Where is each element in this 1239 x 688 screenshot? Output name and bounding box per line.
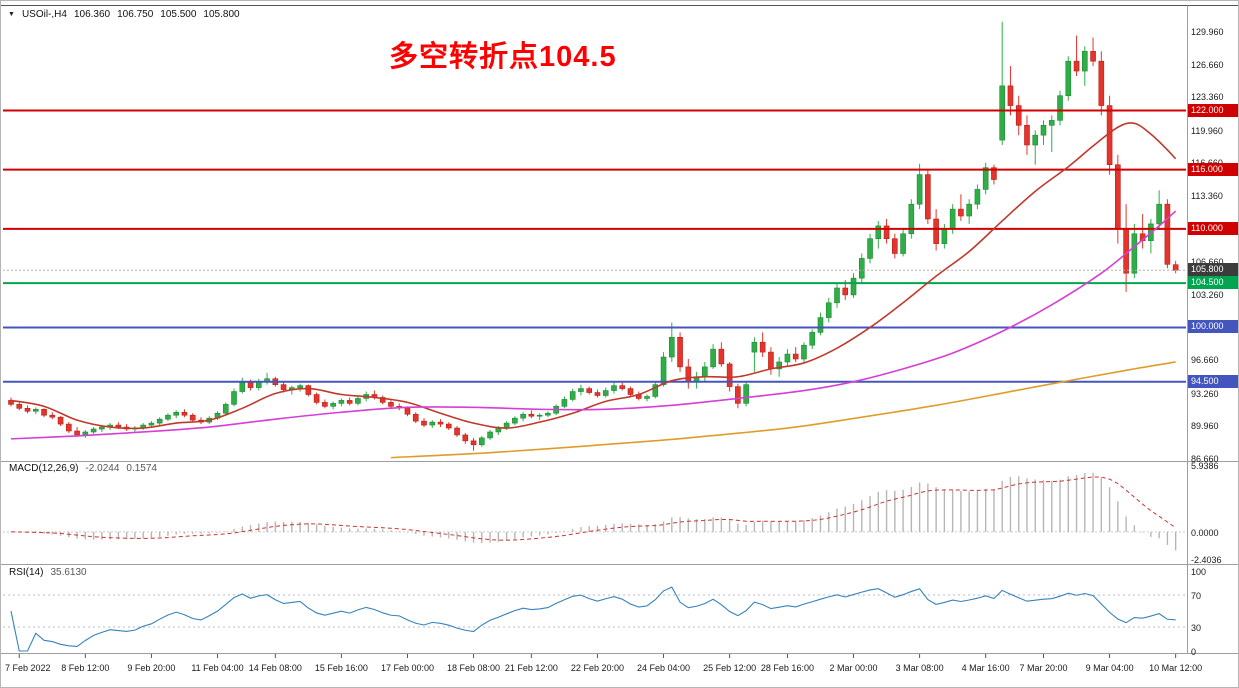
ohlc-low: 105.500 [160,9,197,20]
symbol-ohlc-header: ▼ USOil-,H4 106.360 106.750 105.500 105.… [8,9,240,20]
rsi-line [10,586,1176,652]
ohlc-open: 106.360 [73,9,111,20]
rsi-value: 35.6130 [50,567,87,578]
ohlc-high: 106.750 [117,9,154,20]
chart-expand-icon[interactable]: ▼ [8,10,15,18]
ma-medium-magenta [10,210,1177,440]
macd-signal-value: 0.1574 [126,463,157,474]
macd-indicator-header: MACD(12,26,9) -2.0244 0.1574 [9,463,157,474]
annotation-text: 多空转折点104.5 [389,41,617,73]
rsi-name: RSI(14) [9,567,44,578]
macd-main-value: -2.0244 [85,463,120,474]
macd-name: MACD(12,26,9) [9,463,79,474]
symbol-timeframe: USOil-,H4 [21,9,67,20]
macd-signal-line [10,476,1176,541]
ma-fast-red [10,122,1177,430]
ma-long-orange [390,361,1176,459]
rsi-indicator-header: RSI(14) 35.6130 [9,567,87,578]
ohlc-close: 105.800 [203,9,240,20]
